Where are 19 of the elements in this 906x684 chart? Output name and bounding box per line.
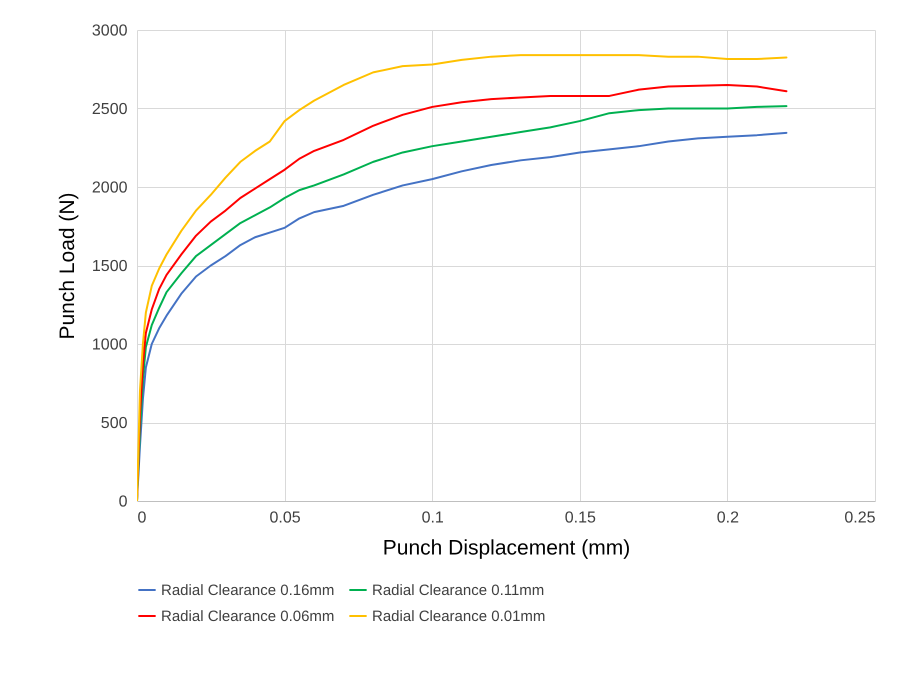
y-tick-label: 500 bbox=[100, 415, 128, 432]
legend-label: Radial Clearance 0.06mm bbox=[161, 608, 334, 625]
x-axis-title: Punch Displacement (mm) bbox=[382, 536, 630, 560]
legend-label: Radial Clearance 0.16mm bbox=[161, 582, 334, 599]
legend-label: Radial Clearance 0.11mm bbox=[372, 582, 544, 599]
x-tick-label: 0.2 bbox=[716, 510, 740, 526]
y-tick-label: 1000 bbox=[92, 336, 128, 354]
y-tick-label: 2000 bbox=[92, 180, 128, 196]
x-tick-label: 0.15 bbox=[564, 510, 596, 526]
y-tick-label: 1500 bbox=[92, 258, 128, 275]
x-tick-label: 0.25 bbox=[844, 510, 876, 526]
x-tick-label: 0.05 bbox=[270, 510, 301, 526]
y-axis-title: Punch Load (N) bbox=[56, 192, 79, 340]
y-tick-label: 0 bbox=[118, 494, 128, 510]
x-tick-label: 0.1 bbox=[422, 510, 444, 526]
y-tick-label: 3000 bbox=[92, 22, 128, 40]
x-tick-label: 0 bbox=[138, 510, 146, 526]
legend-label: Radial Clearance 0.01mm bbox=[372, 608, 546, 625]
y-tick-label: 2500 bbox=[92, 101, 128, 118]
